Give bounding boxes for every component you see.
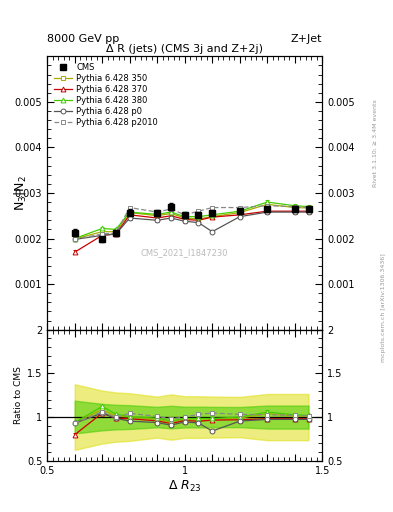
X-axis label: $\Delta\ R_{23}$: $\Delta\ R_{23}$ [168,478,202,494]
Y-axis label: Ratio to CMS: Ratio to CMS [14,366,23,424]
Title: Δ R (jets) (CMS 3j and Z+2j): Δ R (jets) (CMS 3j and Z+2j) [106,44,263,54]
Text: Z+Jet: Z+Jet [291,33,322,44]
Legend: CMS, Pythia 6.428 350, Pythia 6.428 370, Pythia 6.428 380, Pythia 6.428 p0, Pyth: CMS, Pythia 6.428 350, Pythia 6.428 370,… [51,60,161,130]
Text: 8000 GeV pp: 8000 GeV pp [47,33,119,44]
Text: mcplots.cern.ch [arXiv:1306.3436]: mcplots.cern.ch [arXiv:1306.3436] [381,253,386,361]
Text: CMS_2021_I1847230: CMS_2021_I1847230 [141,249,228,258]
Text: $\mathsf{N_3|N_2}$: $\mathsf{N_3|N_2}$ [12,175,28,211]
Text: Rivet 3.1.10; ≥ 3.4M events: Rivet 3.1.10; ≥ 3.4M events [373,99,378,187]
